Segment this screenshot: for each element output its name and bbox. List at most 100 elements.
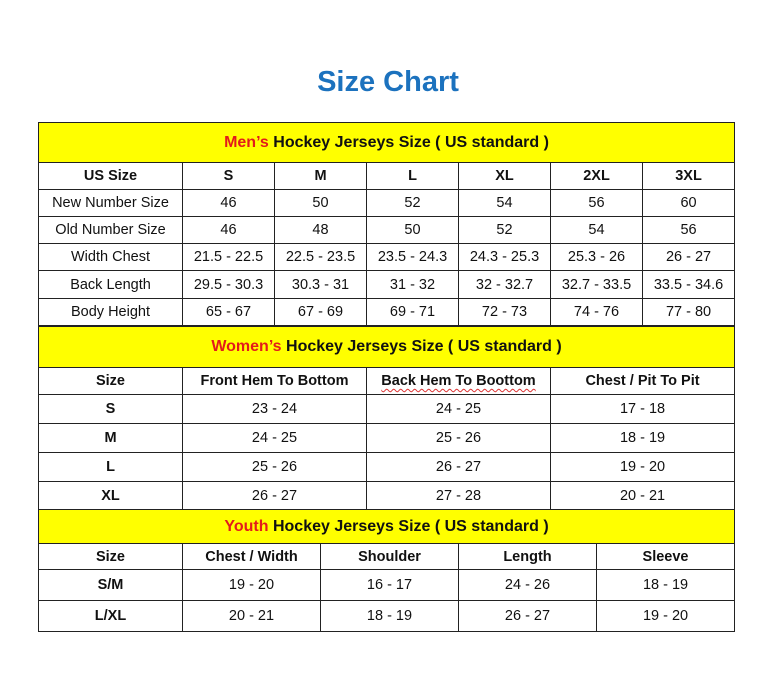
row-label: S/M: [38, 569, 183, 601]
table-cell: 26 - 27: [182, 481, 367, 510]
table-cell: 46: [182, 216, 275, 244]
table-row: L 25 - 26 26 - 27 19 - 20: [38, 452, 736, 482]
table-cell: 20 - 21: [182, 600, 321, 632]
table-cell: 24 - 25: [366, 394, 551, 424]
section-title-text: Hockey Jerseys Size ( US standard ): [281, 338, 562, 355]
table-cell: 52: [366, 189, 459, 217]
column-header: Shoulder: [358, 548, 421, 565]
table-cell: 65 - 67: [182, 298, 275, 326]
column-header: Chest / Width: [205, 548, 298, 565]
section-title-text: Hockey Jerseys Size ( US standard ): [268, 133, 549, 151]
section-title: Youth Hockey Jerseys Size ( US standard …: [37, 509, 736, 544]
table-cell: 69 - 71: [366, 298, 459, 326]
womens-size-table: Women’s Hockey Jerseys Size ( US standar…: [37, 326, 736, 510]
table-cell: 32 - 32.7: [458, 270, 551, 299]
table-cell: 72 - 73: [458, 298, 551, 326]
table-cell: 18 - 19: [320, 600, 459, 632]
youth-size-table: Youth Hockey Jerseys Size ( US standard …: [37, 509, 736, 632]
column-header: M: [314, 168, 327, 184]
youth-section-header: Youth Hockey Jerseys Size ( US standard …: [37, 509, 736, 544]
column-header: Sleeve: [642, 548, 689, 565]
table-cell: 50: [274, 189, 367, 217]
table-cell: 54: [458, 189, 551, 217]
table-cell: 31 - 32: [366, 270, 459, 299]
table-cell: 54: [550, 216, 643, 244]
header-cell: M: [274, 162, 367, 190]
table-cell: 23 - 24: [182, 394, 367, 424]
column-header: Size: [95, 373, 125, 389]
table-cell: 60: [641, 189, 736, 217]
header-cell: Sleeve: [595, 543, 736, 570]
table-cell: 21.5 - 22.5: [182, 243, 275, 271]
table-header-row: Size Front Hem To Bottom Back Hem To Boott…: [38, 367, 736, 395]
table-cell: 74 - 76: [550, 298, 643, 326]
row-label: Back Length: [38, 270, 183, 299]
section-title: Women’s Hockey Jerseys Size ( US standar…: [37, 326, 736, 368]
row-label: New Number Size: [38, 189, 183, 217]
womens-section-header: Women’s Hockey Jerseys Size ( US standar…: [37, 326, 736, 368]
table-cell: 67 - 69: [274, 298, 367, 326]
table-cell: 26 - 27: [366, 452, 551, 482]
table-cell: 56: [550, 189, 643, 217]
table-row: M 24 - 25 25 - 26 18 - 19: [38, 423, 736, 453]
column-header: 2XL: [583, 168, 610, 184]
table-row: Body Height 65 - 67 67 - 69 69 - 71 72 - 73 7…: [38, 298, 736, 326]
header-cell: Size: [38, 543, 183, 570]
table-cell: 50: [366, 216, 459, 244]
column-header: Back Hem To Boottom: [381, 373, 536, 389]
row-label: Width Chest: [38, 243, 183, 271]
mens-size-table: Men’s Hockey Jerseys Size ( US standard …: [37, 122, 736, 326]
table-cell: 77 - 80: [641, 298, 736, 326]
table-cell: 24.3 - 25.3: [458, 243, 551, 271]
header-cell: Chest / Pit To Pit: [549, 367, 736, 395]
table-cell: 17 - 18: [549, 394, 736, 424]
header-cell: Size: [38, 367, 183, 395]
section-title-accent: Women’s: [211, 338, 282, 355]
table-cell: 25.3 - 26: [550, 243, 643, 271]
table-row: S/M 19 - 20 16 - 17 24 - 26 18 - 19: [38, 569, 736, 601]
section-title-accent: Men’s: [224, 133, 269, 151]
table-row: XL 26 - 27 27 - 28 20 - 21: [38, 481, 736, 510]
table-cell: 56: [641, 216, 736, 244]
header-cell: US Size: [38, 162, 183, 190]
page-title: Size Chart: [317, 66, 459, 98]
header-cell: Front Hem To Bottom: [182, 367, 367, 395]
header-cell: 3XL: [641, 162, 736, 190]
table-row: Back Length 29.5 - 30.3 30.3 - 31 31 - 32 32…: [38, 270, 736, 299]
header-cell: Chest / Width: [182, 543, 321, 570]
header-cell: Shoulder: [320, 543, 459, 570]
table-cell: 29.5 - 30.3: [182, 270, 275, 299]
table-row: Old Number Size 46 48 50 52 54 56: [38, 216, 736, 244]
table-cell: 32.7 - 33.5: [550, 270, 643, 299]
column-header: Size: [95, 548, 125, 565]
table-row: S 23 - 24 24 - 25 17 - 18: [38, 394, 736, 424]
header-cell: L: [366, 162, 459, 190]
header-cell: 2XL: [550, 162, 643, 190]
column-header: 3XL: [675, 168, 702, 184]
column-header: Length: [503, 548, 552, 565]
table-cell: 23.5 - 24.3: [366, 243, 459, 271]
section-title-accent: Youth: [224, 517, 269, 535]
header-cell: Length: [458, 543, 597, 570]
column-header: XL: [495, 168, 514, 184]
row-label: Old Number Size: [38, 216, 183, 244]
column-header: S: [223, 168, 234, 184]
column-header: Front Hem To Bottom: [200, 373, 349, 389]
table-row: Width Chest 21.5 - 22.5 22.5 - 23.5 23.5 - …: [38, 243, 736, 271]
table-cell: 18 - 19: [549, 423, 736, 453]
table-cell: 27 - 28: [366, 481, 551, 510]
mens-section-header: Men’s Hockey Jerseys Size ( US standard …: [37, 122, 736, 163]
header-cell: S: [182, 162, 275, 190]
row-label: L/XL: [38, 600, 183, 632]
row-label: M: [38, 423, 183, 453]
table-cell: 24 - 26: [458, 569, 597, 601]
table-cell: 30.3 - 31: [274, 270, 367, 299]
table-cell: 25 - 26: [182, 452, 367, 482]
row-label: L: [38, 452, 183, 482]
column-header: L: [408, 168, 417, 184]
table-cell: 22.5 - 23.5: [274, 243, 367, 271]
header-cell: Back Hem To Boottom: [366, 367, 551, 395]
section-title: Men’s Hockey Jerseys Size ( US standard …: [37, 122, 736, 163]
table-cell: 19 - 20: [595, 600, 736, 632]
table-header-row: Size Chest / Width Shoulder Length Sleeve: [38, 543, 736, 570]
